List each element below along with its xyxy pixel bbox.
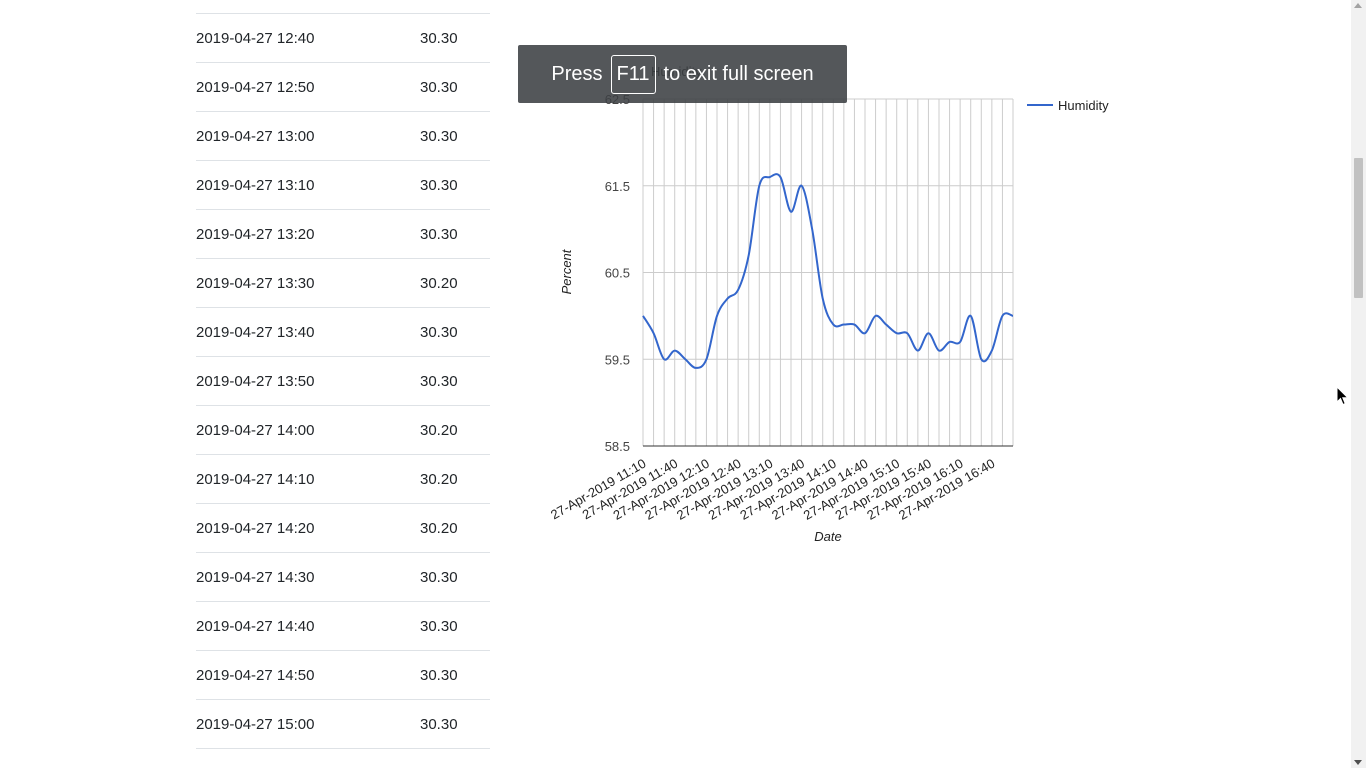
- row-value: 30.30: [420, 226, 458, 243]
- row-value: 30.30: [420, 177, 458, 194]
- row-value: 30.20: [420, 471, 458, 488]
- table-row-divider: [196, 748, 490, 749]
- row-date: 2019-04-27 14:40: [196, 618, 315, 635]
- table-row: 2019-04-27 14:20 30.20: [196, 503, 490, 552]
- row-value: 30.30: [420, 667, 458, 684]
- scroll-thumb[interactable]: [1354, 158, 1363, 298]
- row-value: 30.30: [420, 716, 458, 733]
- row-date: 2019-04-27 12:50: [196, 79, 315, 96]
- row-value: 30.20: [420, 275, 458, 292]
- humidity-chart-svg: 62.561.560.559.558.5Humidity27-Apr-2019 …: [548, 64, 1109, 544]
- table-row: 2019-04-27 13:20 30.30: [196, 209, 490, 258]
- row-value: 30.30: [420, 128, 458, 145]
- table-row: 2019-04-27 14:30 30.30: [196, 552, 490, 601]
- scroll-down-arrow-icon[interactable]: [1354, 760, 1362, 765]
- table-row: 2019-04-27 13:00 30.30: [196, 111, 490, 160]
- table-row: 2019-04-27 12:40 30.30: [196, 13, 490, 62]
- y-tick-label: 58.5: [605, 439, 630, 454]
- page-scrollbar[interactable]: [1351, 0, 1366, 768]
- humidity-series-line: [642, 173, 1014, 369]
- row-date: 2019-04-27 13:20: [196, 226, 315, 243]
- table-row: 2019-04-27 12:50 30.30: [196, 62, 490, 111]
- legend-label: Humidity: [1058, 98, 1109, 113]
- row-value: 30.30: [420, 569, 458, 586]
- row-date: 2019-04-27 12:40: [196, 30, 315, 47]
- table-row: 2019-04-27 13:30 30.20: [196, 258, 490, 307]
- table-row: 2019-04-27 14:50 30.30: [196, 650, 490, 699]
- table-row: 2019-04-27 13:40 30.30: [196, 307, 490, 356]
- fullscreen-notice-after: to exit full screen: [663, 62, 814, 85]
- mouse-cursor-icon: [1336, 386, 1350, 406]
- row-date: 2019-04-27 13:50: [196, 373, 315, 390]
- y-axis-title: Percent: [559, 248, 574, 294]
- row-date: 2019-04-27 13:10: [196, 177, 315, 194]
- scroll-up-arrow-icon[interactable]: [1354, 3, 1362, 8]
- row-date: 2019-04-27 14:30: [196, 569, 315, 586]
- table-row: 2019-04-27 13:50 30.30: [196, 356, 490, 405]
- row-value: 30.30: [420, 373, 458, 390]
- humidity-chart: 62.561.560.559.558.5Humidity27-Apr-2019 …: [540, 40, 1140, 560]
- row-date: 2019-04-27 15:00: [196, 716, 315, 733]
- row-value: 30.30: [420, 79, 458, 96]
- table-row: 2019-04-27 13:10 30.30: [196, 160, 490, 209]
- y-tick-label: 61.5: [605, 179, 630, 194]
- row-date: 2019-04-27 14:10: [196, 471, 315, 488]
- row-date: 2019-04-27 14:20: [196, 520, 315, 537]
- row-date: 2019-04-27 14:00: [196, 422, 315, 439]
- table-row: 2019-04-27 14:00 30.20: [196, 405, 490, 454]
- y-tick-label: 60.5: [605, 266, 630, 281]
- row-date: 2019-04-27 13:00: [196, 128, 315, 145]
- row-value: 30.30: [420, 30, 458, 47]
- table-row: 2019-04-27 14:10 30.20: [196, 454, 490, 503]
- fullscreen-notice-before: Press: [551, 62, 603, 85]
- table-row: 2019-04-27 15:00 30.30: [196, 699, 490, 748]
- row-value: 30.20: [420, 520, 458, 537]
- row-value: 30.30: [420, 324, 458, 341]
- fullscreen-notice: Press F11 to exit full screen: [518, 45, 847, 103]
- row-value: 30.20: [420, 422, 458, 439]
- y-tick-label: 59.5: [605, 352, 630, 367]
- row-value: 30.30: [420, 618, 458, 635]
- table-row: 2019-04-27 14:40 30.30: [196, 601, 490, 650]
- f11-key: F11: [610, 54, 656, 94]
- row-date: 2019-04-27 14:50: [196, 667, 315, 684]
- row-date: 2019-04-27 13:40: [196, 324, 315, 341]
- x-axis-title: Date: [814, 529, 841, 544]
- row-date: 2019-04-27 13:30: [196, 275, 315, 292]
